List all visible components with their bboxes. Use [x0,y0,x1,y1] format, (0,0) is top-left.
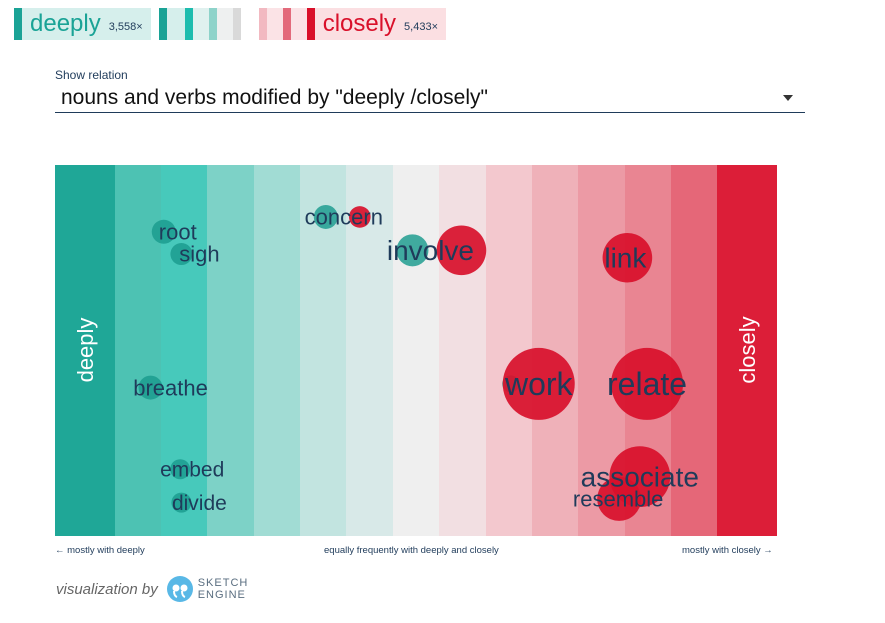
legend-left-word: deeply 3,558× [22,8,151,40]
credit: visualization by SKETCH ENGINE [56,575,248,603]
deeply-bubble[interactable] [138,375,163,400]
gradient-band [55,165,115,536]
legend-swatch [266,8,283,40]
sketch-engine-logo[interactable]: SKETCH ENGINE [166,575,249,603]
axis-note-left: ← mostly with deeply [55,545,145,556]
legend-right-word-text: closely [322,10,397,37]
legend-left-word-text: deeply [30,10,101,37]
legend-swatch [282,8,291,40]
word-label[interactable]: root [159,219,197,244]
legend-swatch [14,8,22,40]
word-label[interactable]: resemble [573,487,663,512]
legend-swatch [208,8,217,40]
word-bubbles [138,204,684,521]
closely-bubble[interactable] [597,476,642,521]
relation-label: Show relation [55,68,128,82]
deeply-bubble[interactable] [396,234,429,267]
closely-bubble[interactable] [349,206,371,228]
gradient-band [671,165,717,536]
word-label[interactable]: involve [387,235,474,266]
legend-right-word: closely 5,433× [314,8,446,40]
axis-note-right: mostly with closely → [682,545,773,556]
gradient-band [486,165,532,536]
legend-swatch [306,8,315,40]
relation-selected-value: nouns and verbs modified by "deeply /clo… [61,86,488,109]
logo-text: SKETCH ENGINE [198,577,249,601]
logo-line2: ENGINE [197,589,246,601]
closely-bubble[interactable] [611,347,684,420]
legend-swatch [240,8,259,40]
word-label[interactable]: associate [581,461,699,492]
frequency-legend: deeply 3,558× closely 5,433× [14,8,446,40]
chart-right-side-label: closely [735,316,760,383]
gradient-band [393,165,439,536]
legend-swatch [258,8,267,40]
word-label[interactable]: work [504,366,574,402]
word-label[interactable]: relate [607,366,687,402]
closely-bubble[interactable] [502,347,575,420]
word-label[interactable]: embed [160,459,224,482]
quote-logo-icon [166,576,193,602]
deeply-bubble[interactable] [170,243,193,266]
legend-right-count: 5,433× [404,21,438,33]
word-label[interactable]: concern [305,205,383,230]
legend-swatch [166,8,185,40]
word-label[interactable]: link [604,243,647,274]
closely-bubble[interactable] [602,232,653,283]
gradient-band [207,165,254,536]
chevron-down-icon[interactable] [783,95,793,101]
legend-swatch [216,8,233,40]
axis-note-center: equally frequently with deeply and close… [324,545,499,556]
closely-bubble[interactable] [436,225,487,276]
deeply-bubble[interactable] [313,204,338,229]
deeply-bubble[interactable] [151,219,176,244]
legend-swatch [192,8,209,40]
legend-left-count: 3,558× [108,21,143,33]
chart-left-side-label: deeply [73,318,98,383]
gradient-band [254,165,300,536]
legend-swatch [158,8,167,40]
credit-text: visualization by [56,580,158,598]
deeply-bubble[interactable] [170,459,191,480]
legend-swatch [232,8,241,40]
word-label[interactable]: breathe [133,375,208,400]
word-label[interactable]: divide [172,492,227,515]
deeply-bubble[interactable] [171,492,192,513]
gradient-band [346,165,393,536]
legend-swatch [290,8,307,40]
legend-swatch [150,8,159,40]
word-label[interactable]: sigh [179,242,219,267]
gradient-band [439,165,486,536]
gradient-band [115,165,161,536]
gradient-band [717,165,777,536]
relation-select[interactable]: nouns and verbs modified by "deeply /clo… [55,82,805,113]
legend-swatch [184,8,193,40]
logo-line1: SKETCH [197,577,249,589]
